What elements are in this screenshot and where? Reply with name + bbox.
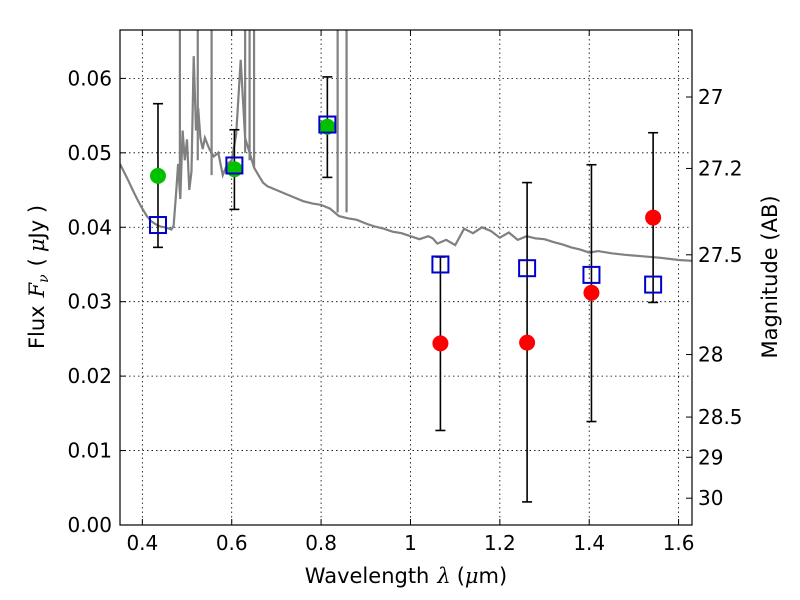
y2-tick-label: 27.2: [698, 156, 743, 180]
model-sed-line: [120, 56, 692, 262]
emission-spikes: [178, 30, 348, 213]
data-point-circle: [149, 167, 166, 184]
y2-tick-label: 28: [698, 343, 723, 367]
y-tick-label: 0.05: [67, 141, 112, 165]
data-point-square: [148, 216, 167, 235]
x-tick-label: 1.2: [484, 531, 516, 555]
y2-tick-label: 29: [698, 445, 723, 469]
grid: [120, 30, 692, 526]
x-tick-label: 1.6: [663, 531, 695, 555]
data-point-circle: [432, 335, 449, 352]
x-axis-label: Wavelength λ (μm): [305, 564, 507, 588]
data-point-square: [318, 115, 337, 134]
y-tick-label: 0.00: [67, 513, 112, 537]
y2-axis-label: Magnitude (AB): [758, 195, 782, 358]
data-point-square: [518, 259, 537, 278]
axis-ticks: 0.4 0.6 0.8 1 1.2 1.4 1.6 0.00 0.01 0.02 0.03 0.04 0…: [67, 30, 743, 555]
data-point-circle: [583, 284, 600, 301]
data-point-square: [582, 265, 601, 284]
y-axis-label: FluxFν(μJy ): [25, 205, 52, 349]
y-tick-label: 0.04: [67, 215, 112, 239]
y2-tick-label: 27.5: [698, 243, 743, 267]
plot-content: [120, 30, 692, 503]
x-tick-label: 1.4: [573, 531, 605, 555]
x-tick-label: 0.4: [126, 531, 158, 555]
plot-frame: [119, 29, 693, 526]
y2-tick-label: 30: [698, 486, 723, 510]
y2-tick-label: 28.5: [698, 405, 743, 429]
x-tick-label: 0.6: [216, 531, 248, 555]
x-tick-label: 1: [404, 531, 417, 555]
y-tick-label: 0.01: [67, 439, 112, 463]
y2-tick-label: 27: [698, 85, 723, 109]
data-point-circle: [226, 161, 243, 178]
data-point-circle: [519, 334, 536, 351]
x-tick-label: 0.8: [305, 531, 337, 555]
data-point-circle: [645, 209, 662, 226]
data-point-circle: [319, 118, 336, 135]
y-tick-label: 0.06: [67, 66, 112, 90]
y-tick-label: 0.02: [67, 364, 112, 388]
data-markers: [148, 115, 663, 352]
y-tick-label: 0.03: [67, 290, 112, 314]
data-point-square: [225, 156, 244, 175]
data-point-square: [431, 255, 450, 274]
data-point-square: [644, 275, 663, 294]
